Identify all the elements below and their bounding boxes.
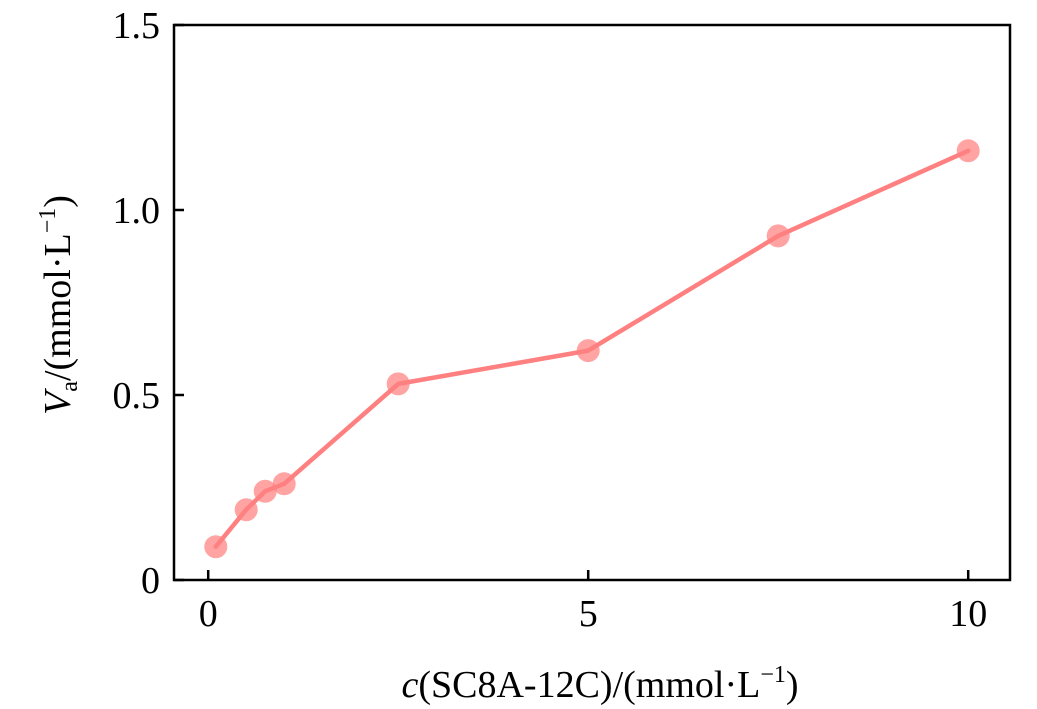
x-tick-label: 10 <box>949 593 987 635</box>
plot-frame <box>172 23 1012 582</box>
data-point <box>576 339 600 363</box>
data-point <box>253 479 277 503</box>
y-axis-label: Va/(mmol·L−1) <box>35 195 83 415</box>
x-tick-label: 0 <box>199 593 218 635</box>
x-axis-label-superscript: −1 <box>760 662 786 688</box>
data-point <box>234 498 258 522</box>
x-axis-label-variable: c <box>401 664 418 706</box>
y-axis-label-close: ) <box>37 195 79 208</box>
data-point <box>956 139 980 163</box>
x-axis-label: c(SC8A-12C)/(mmol·L−1) <box>401 662 798 706</box>
y-axis-label-text: /(mmol·L <box>37 233 79 381</box>
plot-area <box>204 139 980 559</box>
data-point <box>766 224 790 248</box>
y-tick-label: 1.0 <box>113 190 161 232</box>
x-axis-label-close: ) <box>786 664 799 706</box>
x-axis-label-text: (SC8A-12C)/(mmol·L <box>418 664 760 706</box>
y-axis-label-superscript: −1 <box>35 208 61 234</box>
data-point <box>272 472 296 496</box>
data-point <box>204 535 228 559</box>
axes: 0 5 10 0 0.5 1.0 1.5 <box>113 5 1012 635</box>
y-axis-label-subscript: a <box>57 381 83 392</box>
data-point <box>386 372 410 396</box>
y-tick-label: 0.5 <box>113 375 161 417</box>
y-tick-label: 1.5 <box>113 5 161 47</box>
x-tick-label: 5 <box>579 593 598 635</box>
y-tick-label: 0 <box>141 560 160 602</box>
y-axis-label-variable: V <box>37 388 79 415</box>
